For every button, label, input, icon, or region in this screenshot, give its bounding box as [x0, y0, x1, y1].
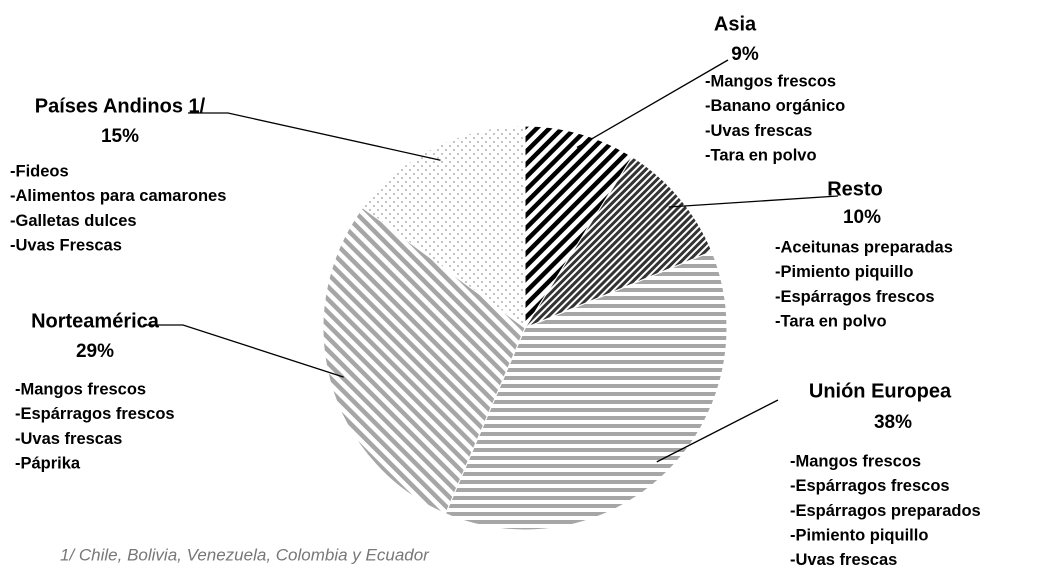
- product-label: -Pimiento piquillo: [790, 526, 928, 544]
- product-label: -Mangos frescos: [15, 380, 146, 398]
- product-label: -Tara en polvo: [775, 312, 887, 330]
- pie-slice: [524, 125, 633, 330]
- slice-value-label: 38%: [874, 412, 912, 433]
- product-label: -Aceitunas preparadas: [775, 238, 953, 256]
- leader-line: [143, 324, 344, 378]
- product-label: -Galletas dulces: [10, 212, 137, 230]
- product-label: -Mangos frescos: [705, 72, 836, 90]
- slice-value-label: 29%: [76, 341, 114, 362]
- slice-label: Países Andinos 1/: [35, 95, 206, 117]
- product-label: -Uvas frescas: [15, 430, 122, 448]
- product-label: -Mangos frescos: [790, 452, 921, 470]
- pie-slice: [322, 207, 526, 515]
- pie-slice: [361, 125, 526, 329]
- product-label: -Espárragos preparados: [790, 502, 981, 520]
- product-label: -Alimentos para camarones: [10, 187, 226, 205]
- product-label: -Uvas Frescas: [10, 236, 122, 254]
- slice-value-label: 15%: [101, 126, 139, 147]
- product-label: -Tara en polvo: [705, 146, 817, 164]
- pie-slice: [523, 156, 713, 330]
- leader-line: [656, 399, 779, 463]
- slice-value-label: 9%: [731, 44, 759, 65]
- leader-line: [668, 195, 839, 208]
- pie-slice: [444, 250, 728, 531]
- product-label: -Pimiento piquillo: [775, 263, 913, 281]
- slice-label: Asia: [714, 13, 757, 35]
- slice-label: Norteamérica: [31, 310, 160, 332]
- leader-line: [576, 59, 729, 149]
- product-label: -Banano orgánico: [705, 97, 845, 115]
- product-label: -Páprika: [15, 454, 81, 472]
- product-label: -Uvas frescas: [705, 122, 812, 140]
- product-label: -Espárragos frescos: [15, 405, 175, 423]
- product-label: -Espárragos frescos: [790, 477, 950, 495]
- slice-label: Unión Europea: [809, 380, 952, 402]
- footnote: 1/ Chile, Bolivia, Venezuela, Colombia y…: [60, 545, 430, 564]
- product-label: -Uvas frescas: [790, 551, 897, 569]
- slice-label: Resto: [827, 178, 883, 200]
- product-label: -Fideos: [10, 162, 69, 180]
- leader-line: [188, 112, 441, 161]
- slice-value-label: 10%: [843, 207, 881, 228]
- product-label: -Espárragos frescos: [775, 288, 935, 306]
